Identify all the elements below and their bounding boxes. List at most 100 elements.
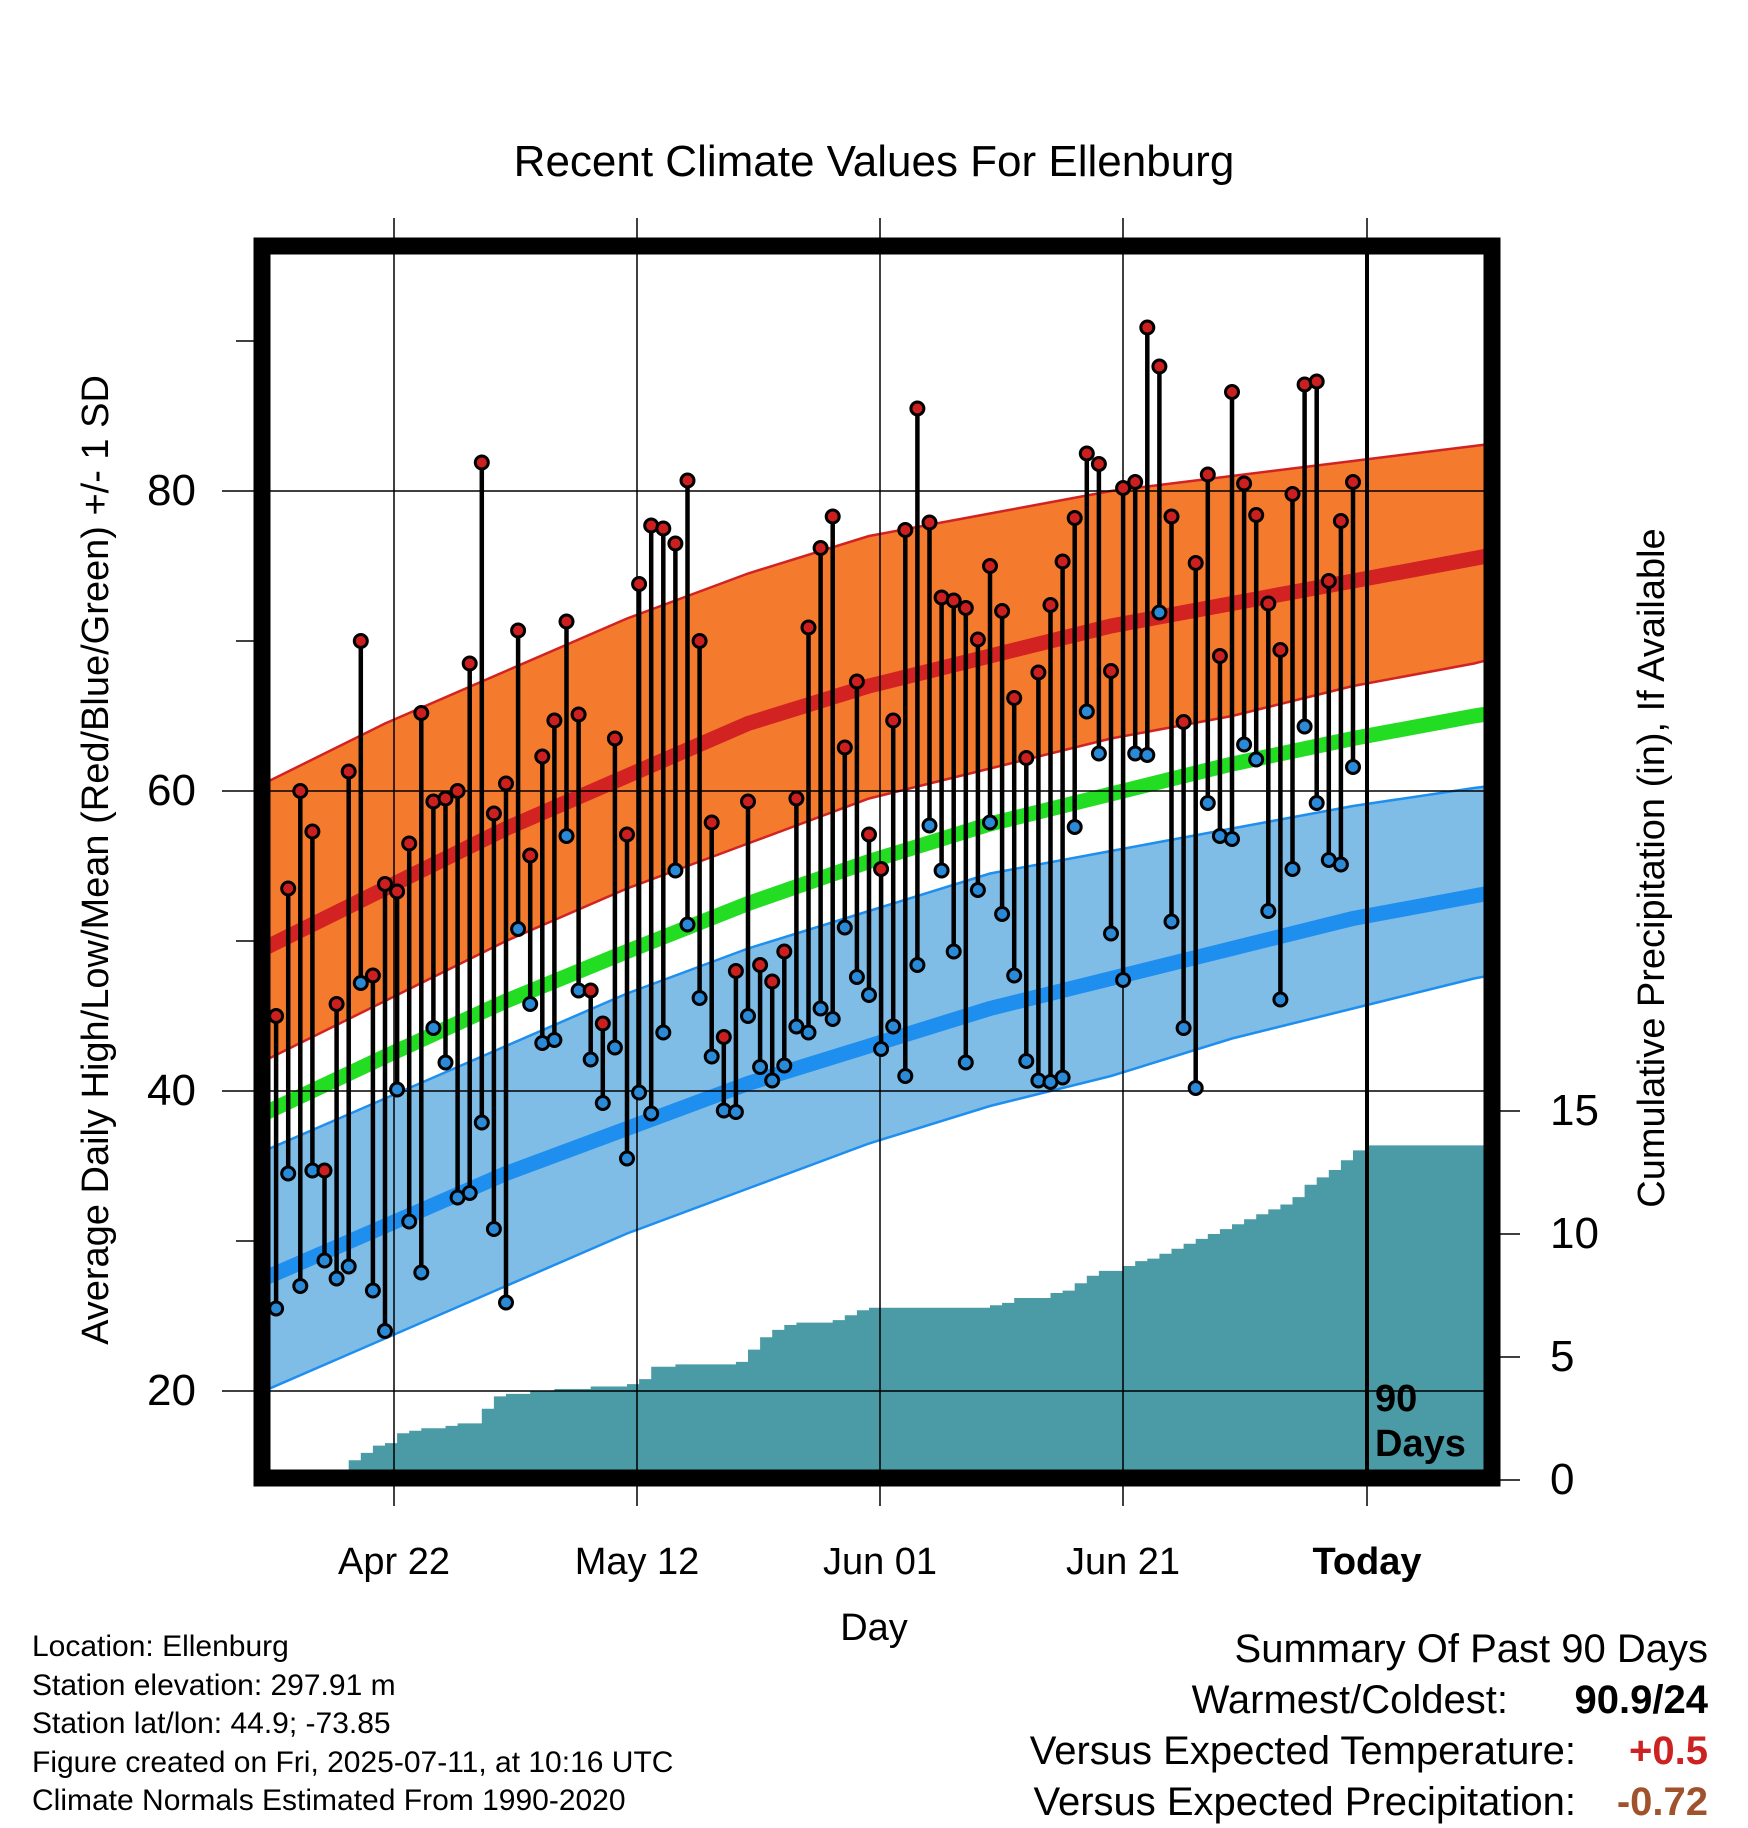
daily-low-point xyxy=(727,1104,744,1120)
vs-precip-value: -0.72 xyxy=(1616,1780,1708,1824)
x-tick-label: Jun 21 xyxy=(1066,1541,1180,1583)
daily-low-point xyxy=(1006,967,1023,984)
elevation-text: Station elevation: 297.91 m xyxy=(32,1668,396,1702)
daily-low-point xyxy=(1260,903,1277,919)
daily-high-point xyxy=(727,963,744,979)
right-tick-label: 10 xyxy=(1550,1209,1599,1258)
plot-area xyxy=(270,443,1484,1470)
daily-high-point xyxy=(1224,384,1240,400)
daily-high-point xyxy=(570,706,587,723)
daily-low-point xyxy=(1115,972,1132,988)
daily-low-point xyxy=(1078,703,1095,720)
daily-high-point xyxy=(1163,508,1180,525)
left-axis: 20 40 60 80 xyxy=(147,340,262,1415)
daily-high-point xyxy=(1127,474,1144,490)
daily-high-point xyxy=(667,535,684,552)
daily-low-point xyxy=(776,1057,793,1074)
y-axis-right-label: Cumulative Precipitation (in), If Availa… xyxy=(1631,528,1673,1207)
daily-high-point xyxy=(885,712,902,729)
bottom-axis: Apr 22 May 12 Jun 01 Jun 21 Today xyxy=(338,1541,1422,1583)
created-text: Figure created on Fri, 2025-07-11, at 10… xyxy=(32,1745,674,1779)
daily-low-point xyxy=(1284,861,1301,877)
daily-low-point xyxy=(316,1252,333,1269)
daily-low-point xyxy=(752,1059,769,1075)
daily-low-point xyxy=(1018,1053,1035,1069)
daily-high-point xyxy=(522,847,539,864)
daily-high-point xyxy=(631,576,648,592)
vs-temp-value: +0.5 xyxy=(1629,1729,1708,1773)
daily-low-point xyxy=(1345,759,1361,775)
daily-low-point xyxy=(292,1278,309,1294)
station-info: Location: Ellenburg Station elevation: 2… xyxy=(32,1628,673,1821)
daily-high-point xyxy=(413,705,430,721)
daily-high-point xyxy=(1308,373,1325,390)
daily-low-point xyxy=(1248,751,1265,768)
daily-low-point xyxy=(1175,1020,1192,1036)
daily-high-point xyxy=(316,1162,333,1179)
daily-high-point xyxy=(1248,507,1265,523)
daily-high-point xyxy=(1284,486,1301,502)
daily-low-point xyxy=(1272,991,1289,1008)
daily-low-point xyxy=(352,975,369,991)
x-tick-label: Today xyxy=(1312,1541,1421,1583)
daily-high-point xyxy=(764,973,781,990)
normal-low-line xyxy=(270,886,1484,1285)
daily-high-point xyxy=(969,631,986,648)
daily-high-point xyxy=(1103,663,1119,679)
daily-low-point xyxy=(1187,1080,1204,1096)
daily-high-point xyxy=(1030,664,1047,681)
daily-low-point xyxy=(764,1072,781,1089)
warmest-coldest-label: Warmest/Coldest: xyxy=(1191,1678,1508,1722)
daily-low-point xyxy=(389,1081,406,1098)
daily-low-point xyxy=(377,1323,393,1339)
daily-low-point xyxy=(824,1011,841,1027)
daily-low-point xyxy=(957,1054,974,1071)
daily-high-point xyxy=(304,823,321,840)
daily-high-point xyxy=(401,835,418,852)
daily-low-point xyxy=(401,1213,418,1230)
daily-high-point xyxy=(1236,475,1253,492)
daily-low-point xyxy=(631,1084,648,1101)
daily-high-point xyxy=(861,826,877,843)
vs-precip-row: Versus Expected Precipitation: -0.72 xyxy=(1030,1777,1708,1828)
daily-low-point xyxy=(655,1024,672,1041)
vs-temp-label: Versus Expected Temperature: xyxy=(1029,1729,1576,1773)
daily-high-point xyxy=(1272,642,1289,658)
left-tick-label: 60 xyxy=(147,766,196,815)
daily-high-point xyxy=(498,775,514,792)
daily-low-point xyxy=(812,1000,829,1017)
daily-high-point xyxy=(1066,510,1083,526)
daily-high-point xyxy=(473,454,490,471)
daily-high-point xyxy=(1151,358,1168,375)
daily-high-point xyxy=(352,633,369,649)
daily-high-point xyxy=(1139,319,1156,336)
daily-high-point xyxy=(1115,480,1132,496)
daily-high-point xyxy=(776,943,793,960)
daily-high-point xyxy=(740,793,756,810)
x-tick-label: Jun 01 xyxy=(823,1541,937,1583)
x-axis-label: Day xyxy=(840,1607,908,1649)
daily-high-point xyxy=(449,783,466,799)
daily-high-point xyxy=(982,558,998,574)
daily-high-point xyxy=(558,613,575,630)
daily-low-point xyxy=(1308,795,1325,811)
daily-high-point xyxy=(582,982,599,999)
daily-low-point xyxy=(522,996,539,1012)
chart-title: Recent Climate Values For Ellenburg xyxy=(514,137,1235,186)
daily-low-point xyxy=(546,1032,563,1048)
daily-low-point xyxy=(461,1185,478,1201)
daily-high-point xyxy=(364,967,381,984)
summary-title: Summary Of Past 90 Days xyxy=(1234,1627,1708,1671)
daily-low-point xyxy=(643,1105,660,1122)
daily-low-point xyxy=(800,1024,817,1041)
daily-low-point xyxy=(1224,831,1240,847)
daily-low-point xyxy=(909,957,926,973)
daily-low-point xyxy=(788,1018,805,1035)
vs-temp-row: Versus Expected Temperature: +0.5 xyxy=(1030,1726,1708,1777)
daily-low-point xyxy=(1163,913,1180,930)
daily-high-point xyxy=(1054,553,1071,570)
daily-low-point xyxy=(836,919,853,936)
daily-high-point xyxy=(1006,690,1023,706)
daily-high-point xyxy=(1187,555,1204,571)
